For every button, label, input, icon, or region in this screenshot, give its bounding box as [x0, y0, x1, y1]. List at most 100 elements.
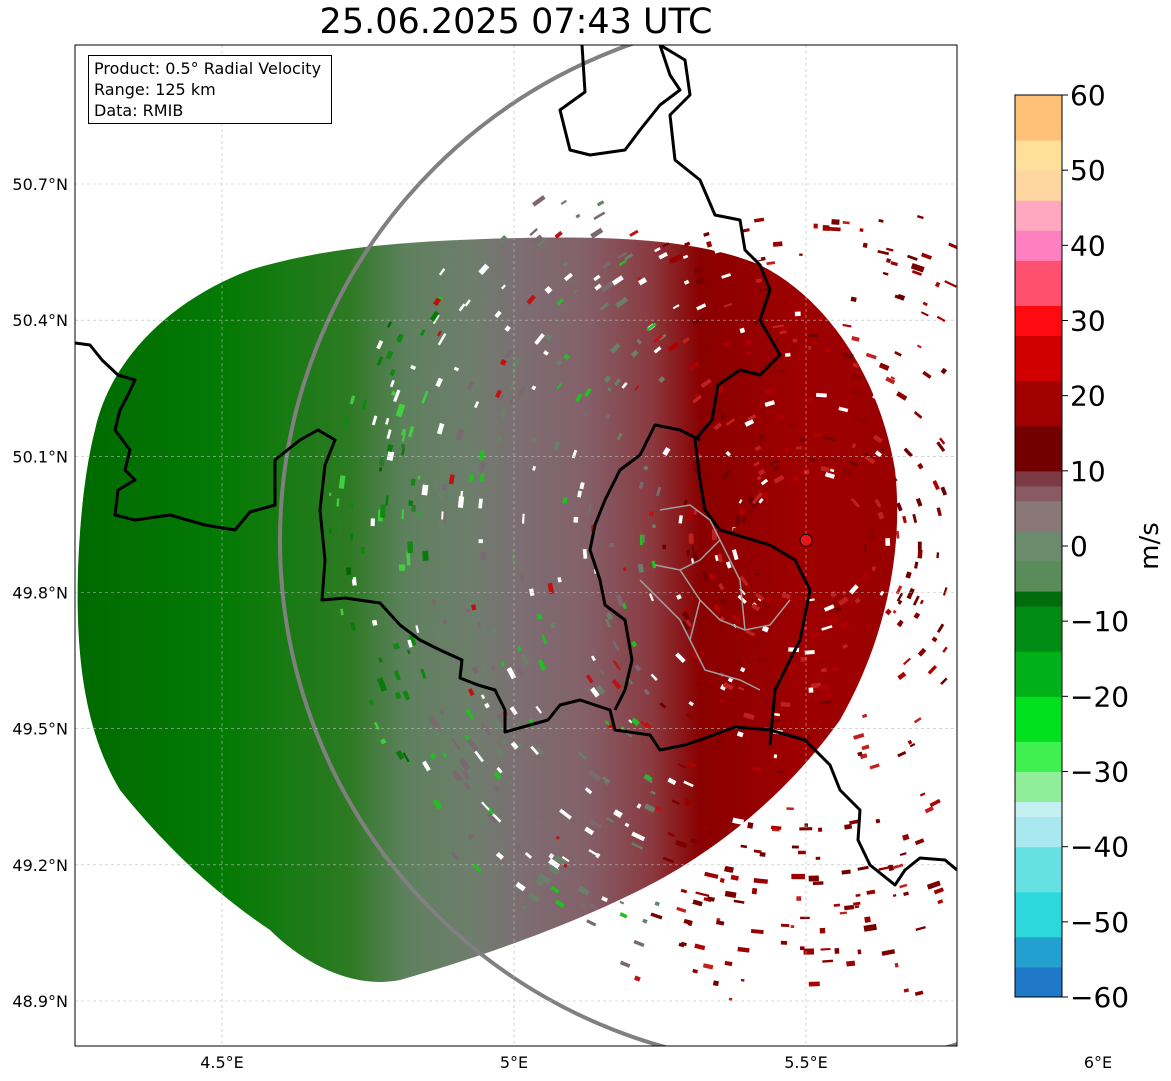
velocity-speckle	[708, 572, 716, 581]
velocity-speckle	[897, 671, 907, 681]
velocity-speckle	[927, 665, 938, 675]
velocity-speckle	[754, 572, 760, 578]
velocity-speckle	[601, 896, 609, 903]
velocity-speckle	[901, 615, 911, 627]
velocity-speckle	[820, 466, 830, 473]
velocity-speckle	[917, 462, 924, 470]
velocity-speckle	[764, 400, 775, 408]
velocity-speckle	[418, 510, 421, 516]
velocity-speckle	[536, 236, 547, 247]
velocity-speckle	[431, 373, 439, 381]
velocity-speckle	[481, 801, 490, 811]
velocity-speckle	[916, 214, 924, 220]
velocity-speckle	[490, 665, 496, 672]
velocity-speckle	[935, 650, 941, 656]
velocity-speckle	[911, 270, 923, 276]
velocity-speckle	[493, 771, 502, 781]
velocity-speckle	[401, 428, 407, 437]
velocity-speckle	[400, 443, 406, 449]
y-axis-ticks: 50.7°N 50.4°N 50.1°N 49.8°N 49.5°N 49.2°N 48.9…	[12, 175, 68, 1011]
velocity-speckle	[474, 750, 484, 763]
velocity-speckle	[751, 603, 761, 612]
velocity-speckle	[345, 567, 352, 575]
velocity-speckle	[643, 776, 653, 784]
velocity-speckle	[777, 770, 785, 774]
velocity-speckle	[838, 927, 844, 932]
velocity-speckles	[328, 195, 957, 1001]
velocity-speckle	[532, 465, 536, 471]
velocity-speckle	[799, 253, 803, 256]
velocity-speckle	[348, 503, 354, 509]
velocity-speckle	[831, 219, 840, 225]
velocity-speckle	[451, 769, 463, 782]
velocity-speckle	[616, 594, 624, 607]
y-tick-label: 49.8°N	[12, 584, 68, 603]
velocity-speckle	[589, 819, 602, 829]
velocity-speckle	[796, 896, 802, 901]
velocity-speckle	[894, 962, 899, 968]
velocity-speckle	[864, 454, 876, 465]
velocity-speckle	[552, 440, 561, 452]
velocity-speckle	[480, 694, 486, 700]
velocity-speckle	[890, 261, 898, 267]
velocity-speckle	[884, 362, 893, 368]
velocity-speckle	[841, 590, 847, 596]
velocity-speckle	[534, 333, 545, 346]
map-frame	[74, 44, 958, 1047]
colorbar-tick-label: 20	[1070, 380, 1106, 413]
velocity-speckle	[902, 515, 907, 524]
velocity-speckle	[553, 273, 561, 281]
velocity-speckle	[813, 223, 818, 229]
velocity-speckle	[896, 619, 905, 628]
velocity-speckle	[813, 432, 822, 437]
velocity-speckle	[639, 720, 649, 729]
velocity-speckle	[916, 344, 922, 349]
velocity-speckle	[537, 659, 547, 671]
velocity-speckle	[437, 330, 442, 337]
velocity-speckle	[795, 446, 803, 450]
velocity-speckle	[800, 656, 807, 662]
velocity-speckle	[936, 315, 946, 323]
velocity-speckle	[917, 541, 922, 551]
velocity-speckle	[605, 618, 611, 628]
velocity-speckle	[922, 301, 928, 307]
velocity-speckle	[861, 569, 870, 581]
velocity-speckle	[398, 564, 406, 572]
velocity-speckle	[554, 230, 563, 239]
velocity-speckle	[808, 334, 819, 338]
velocity-speckle	[470, 546, 477, 552]
velocity-speckle	[769, 459, 779, 466]
velocity-speckle	[755, 278, 762, 283]
velocity-speckle	[612, 660, 621, 671]
velocity-speckle	[621, 382, 628, 389]
velocity-speckle	[847, 913, 854, 917]
velocity-speckle	[468, 474, 474, 482]
velocity-speckle	[704, 871, 719, 879]
velocity-speckle	[903, 447, 914, 458]
velocity-speckle	[879, 273, 888, 281]
velocity-speckle	[756, 475, 762, 481]
velocity-speckle	[642, 534, 645, 543]
velocity-speckle	[838, 406, 849, 413]
colorbar-band	[1015, 936, 1062, 968]
velocity-speckle	[896, 530, 900, 539]
velocity-speckle	[692, 551, 699, 562]
velocity-speckle	[765, 388, 775, 395]
velocity-speckle	[557, 864, 571, 875]
velocity-speckle	[563, 353, 570, 361]
velocity-speckle	[480, 723, 492, 737]
velocity-speckle	[944, 280, 957, 288]
x-tick-label: 5.5°E	[784, 1053, 828, 1072]
velocity-speckle	[893, 477, 898, 482]
velocity-speckle	[613, 809, 623, 819]
velocity-speckle	[538, 348, 545, 355]
velocity-speckle	[661, 242, 670, 248]
velocity-speckle	[896, 391, 908, 401]
velocity-speckle	[554, 899, 565, 909]
velocity-speckle	[560, 199, 567, 206]
velocity-speckle	[684, 606, 691, 615]
velocity-speckle	[415, 625, 420, 634]
velocity-speckle	[542, 350, 549, 356]
velocity-speckle	[644, 721, 652, 729]
